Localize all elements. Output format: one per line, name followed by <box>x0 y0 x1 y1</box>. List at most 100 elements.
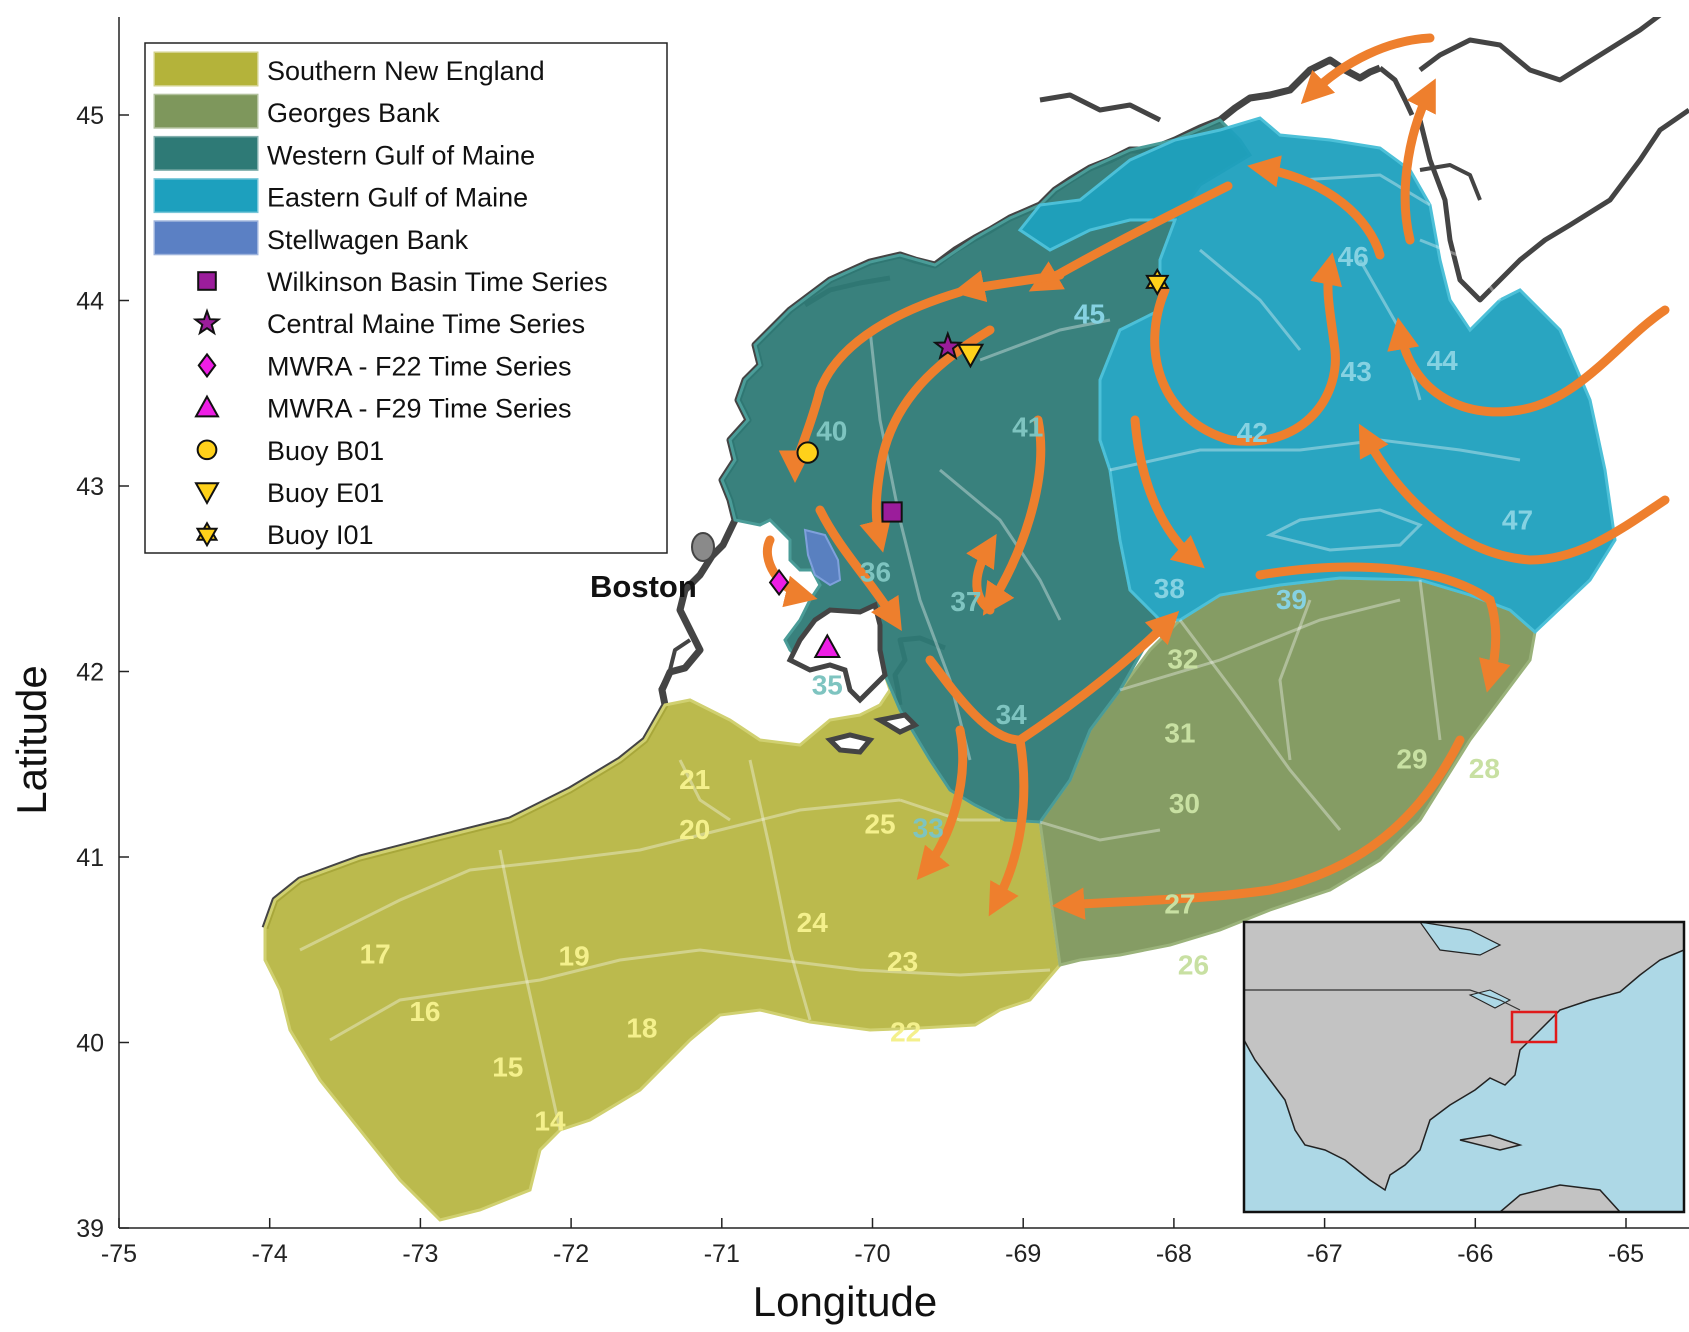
zone-number-44: 44 <box>1427 345 1459 376</box>
x-tick-label: -72 <box>553 1240 589 1268</box>
zone-number-31: 31 <box>1164 718 1195 749</box>
y-tick-label: 43 <box>76 473 104 501</box>
zone-number-45: 45 <box>1074 298 1105 329</box>
x-tick-label: -66 <box>1457 1240 1493 1268</box>
inset-cuba <box>1459 1134 1523 1151</box>
boston-point <box>691 532 715 562</box>
legend-swatch <box>153 93 259 129</box>
legend-label: Buoy B01 <box>267 436 384 466</box>
x-tick-label: -73 <box>402 1240 438 1268</box>
current-arrow <box>1300 33 1435 105</box>
zone-number-16: 16 <box>409 996 440 1027</box>
station-marker-star <box>932 330 964 361</box>
current-arrow <box>1130 415 1205 569</box>
legend-marker-triangle-up <box>194 394 220 418</box>
zone-labels: 14 15 16 17 18 19 20 21 22 23 24 25 26 27 28 29 30 31 32 33… <box>360 241 1533 1136</box>
current-arrow <box>762 535 818 608</box>
boston-marker: Boston <box>590 532 715 604</box>
inset-great-lakes <box>1468 989 1512 1009</box>
current-arrow <box>988 735 1029 917</box>
inset-study-area-box <box>1510 1010 1558 1044</box>
zone-number-39: 39 <box>1276 584 1307 615</box>
zone-number-20: 20 <box>679 814 710 845</box>
legend-label: MWRA - F29 Time Series <box>267 394 572 424</box>
y-tick-label: 41 <box>76 844 104 872</box>
x-tick-label: -67 <box>1307 1240 1343 1268</box>
current-arrow <box>1150 252 1343 446</box>
zone-number-17: 17 <box>360 938 391 969</box>
legend-marker-star <box>192 308 222 336</box>
station-markers <box>768 267 1170 658</box>
zone-number-46: 46 <box>1338 241 1369 272</box>
legend-label: Western Gulf of Maine <box>267 140 535 170</box>
zone-number-47: 47 <box>1502 504 1533 535</box>
zone-number-23: 23 <box>887 946 918 977</box>
inset-border-line <box>1244 989 1521 1011</box>
x-tick-label: -75 <box>101 1240 137 1268</box>
zone-number-38: 38 <box>1154 573 1185 604</box>
current-arrow <box>982 415 1046 616</box>
legend-marker-square <box>197 271 217 291</box>
zone-number-29: 29 <box>1396 744 1427 775</box>
region-eastern-gulf-of-maine <box>1017 116 1617 635</box>
current-arrow <box>1387 305 1670 417</box>
legend-marker-diamond <box>197 352 217 379</box>
legend-label: Eastern Gulf of Maine <box>267 183 528 213</box>
zone-number-19: 19 <box>559 940 590 971</box>
x-axis-label: Longitude <box>753 1278 938 1325</box>
legend-marker-circle <box>196 439 218 461</box>
boston-label: Boston <box>590 569 697 604</box>
inset-north-america <box>1243 921 1685 1192</box>
legend-label: Buoy E01 <box>267 478 384 508</box>
legend-label: MWRA - F22 Time Series <box>267 351 572 381</box>
station-marker-triangle-down <box>956 343 985 369</box>
zone-number-43: 43 <box>1341 356 1372 387</box>
inset-hudson-bay <box>1418 921 1502 956</box>
current-arrow <box>1052 735 1465 920</box>
x-tick-label: -71 <box>704 1240 740 1268</box>
zone-number-42: 42 <box>1237 417 1268 448</box>
legend-marker-triangle-down <box>194 482 220 506</box>
region-stellwagen-bank <box>803 528 842 587</box>
y-tick-label: 39 <box>76 1215 104 1243</box>
zone-number-32: 32 <box>1167 644 1198 675</box>
zone-number-18: 18 <box>626 1013 657 1044</box>
axes: -75 -74 -73 -72 -71 -70 -69 -68 -67 -66 -65 39 40 41… <box>8 17 1689 1325</box>
current-arrow <box>952 270 1065 303</box>
x-tick-label: -74 <box>252 1240 288 1268</box>
zone-number-26: 26 <box>1178 950 1209 981</box>
legend-label: Wilkinson Basin Time Series <box>267 267 608 297</box>
current-arrow <box>1400 78 1436 245</box>
zone-number-33: 33 <box>913 812 944 843</box>
y-tick-label: 44 <box>76 288 104 316</box>
station-marker-diamond <box>768 568 790 597</box>
legend-label: Southern New England <box>267 56 545 86</box>
y-tick-label: 45 <box>76 102 104 130</box>
current-arrow <box>1358 423 1670 565</box>
current-arrow <box>916 725 968 880</box>
inset-map <box>1242 920 1686 1214</box>
zone-number-41: 41 <box>1012 412 1043 443</box>
station-marker-square <box>881 501 903 523</box>
y-axis-label: Latitude <box>8 665 55 814</box>
legend-label: Stellwagen Bank <box>267 225 469 255</box>
legend-swatch <box>153 135 259 171</box>
legend-label: Central Maine Time Series <box>267 309 585 339</box>
zone-number-22: 22 <box>890 1016 921 1047</box>
zone-boundaries <box>299 173 1521 1131</box>
current-arrow <box>815 505 902 631</box>
x-tick-label: -65 <box>1608 1240 1644 1268</box>
legend: Southern New England Georges Bank Western … <box>144 42 668 554</box>
inset-south-america <box>1497 1184 1622 1213</box>
legend-marker-hexagram <box>195 521 219 548</box>
zone-number-40: 40 <box>816 415 847 446</box>
legend-swatch <box>153 51 259 87</box>
y-tick-label: 40 <box>76 1030 104 1058</box>
zone-number-28: 28 <box>1469 753 1500 784</box>
station-marker-hexagram <box>1145 267 1170 296</box>
zone-number-36: 36 <box>860 556 891 587</box>
zone-number-21: 21 <box>679 764 710 795</box>
inset-frame <box>1242 920 1686 1214</box>
legend-label: Buoy I01 <box>267 520 374 550</box>
